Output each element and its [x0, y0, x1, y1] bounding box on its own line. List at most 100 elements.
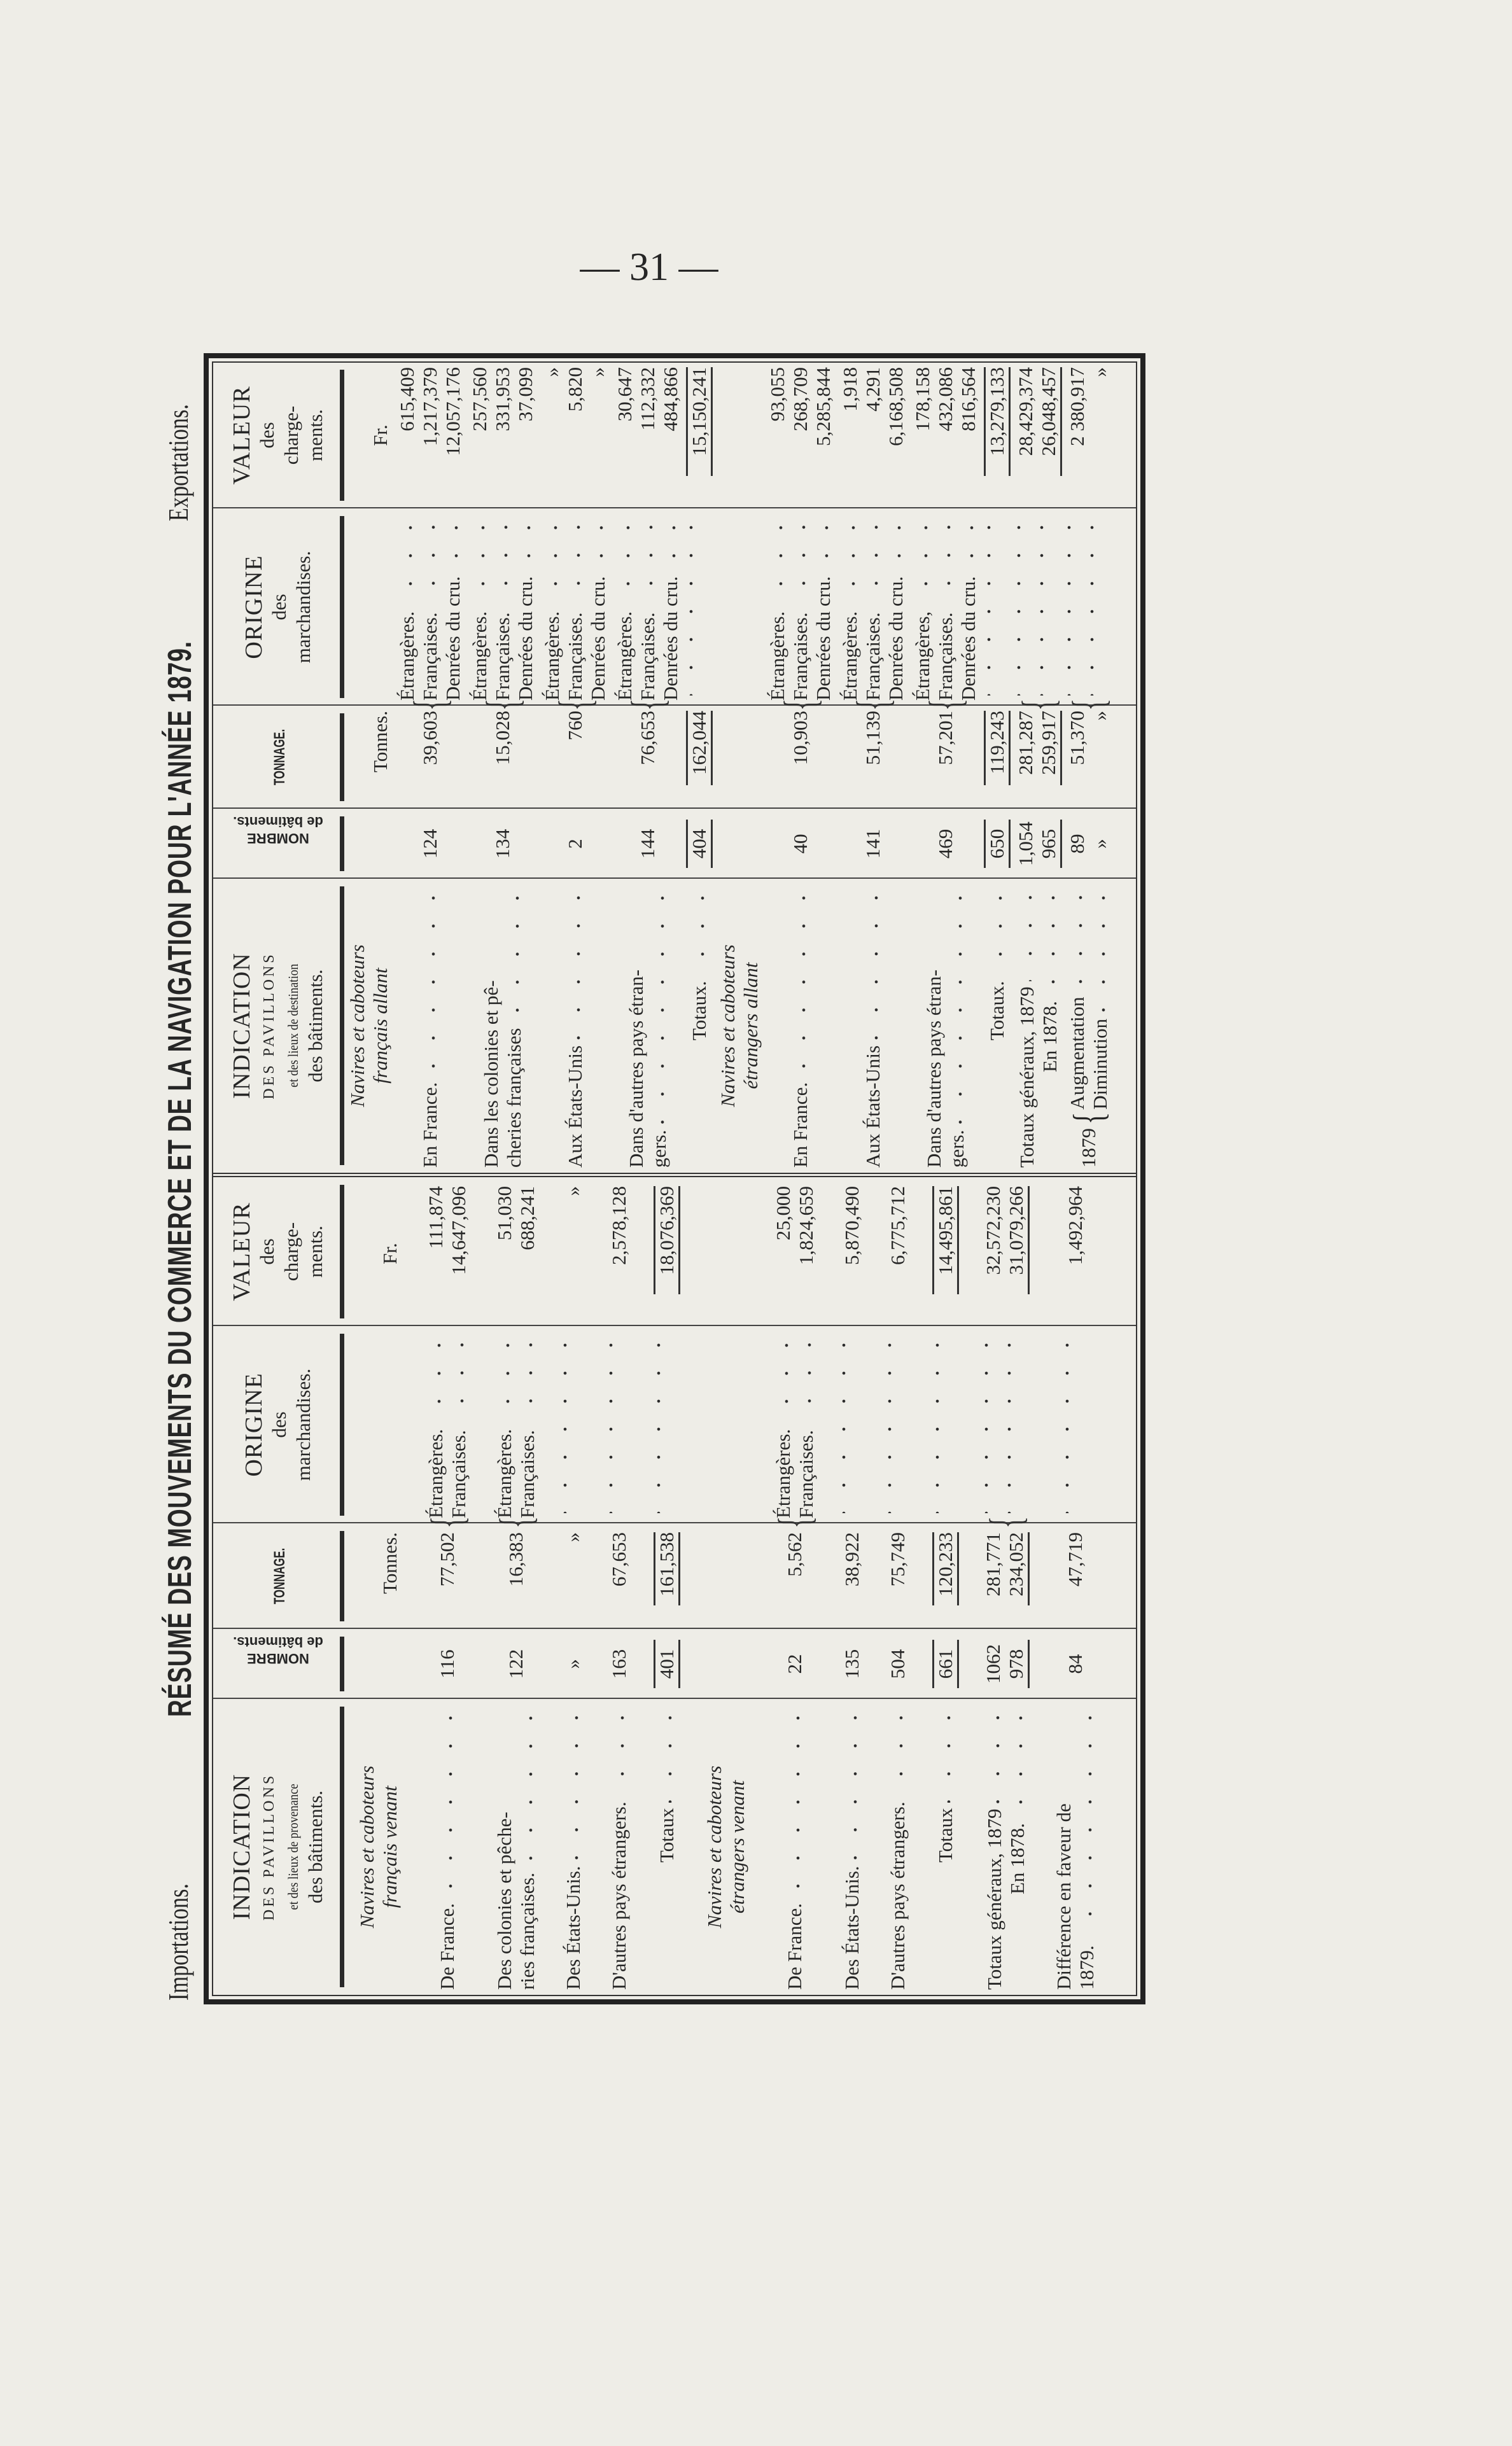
- valeur-cell: 2,578,128: [596, 1177, 642, 1326]
- valeur-cell: 13,279,133: [982, 362, 1012, 508]
- valeur-value: 32,572,230: [982, 1186, 1004, 1275]
- origine-line: Françaises.: [862, 514, 885, 701]
- origine-line: [1038, 514, 1061, 701]
- header-tonnage: TONNAGE.: [213, 1523, 344, 1629]
- origine-text: Étrangères.: [541, 611, 563, 701]
- table-row: Des États-Unis. » » »: [550, 1177, 596, 1995]
- tonnage-cell: 120,233: [921, 1523, 970, 1629]
- origine-text: Françaises.: [789, 612, 811, 701]
- valeur-value: 615,409: [396, 367, 418, 431]
- tonnage-cell: 161,538: [642, 1523, 692, 1629]
- indication-cell: D'autres pays étrangers.: [875, 1699, 921, 1995]
- indication-text: D'autres pays étrangers.: [886, 1801, 909, 1990]
- valeur-value: »: [587, 367, 609, 377]
- page-title: RÉSUMÉ DES MOUVEMENTS DU COMMERCE ET DE …: [161, 353, 199, 2004]
- indication-text: De France.: [783, 1903, 806, 1990]
- indication-cell: Totaux: [921, 1699, 970, 1995]
- nombre-value: 1,054: [1014, 821, 1037, 866]
- tonnage-cell: 281,771 234,052: [970, 1523, 1041, 1629]
- origine-line: Françaises.: [789, 514, 812, 701]
- valeur-value: 257,560: [468, 367, 491, 431]
- origine-line: [1066, 514, 1089, 701]
- header-line-wrap: DES PAVILLONS: [255, 883, 279, 1169]
- table-row: En France. 40 10,903{Étrangères. Françaises…: [764, 362, 837, 1173]
- nombre-value: 124: [419, 828, 441, 859]
- dot-leader: [436, 1331, 442, 1424]
- indication-text: En France.: [789, 1082, 811, 1168]
- origine-cell: {Étrangères, Françaises. Denrées du cru.: [909, 508, 982, 711]
- tonnage-cell: 51,370»: [1064, 706, 1114, 809]
- valeur-value: 6,775,712: [886, 1186, 909, 1265]
- exports-table-body: Navires et caboteurs français allant Tonne…: [344, 362, 1114, 1173]
- indication-text: Navires et caboteurs: [346, 944, 368, 1107]
- valeur-value: 178,158: [911, 367, 934, 431]
- dot-leader: [526, 514, 532, 571]
- dot-leader: [1005, 1331, 1012, 1513]
- indication-line: Diminution: [1089, 884, 1112, 1110]
- origine-text: Étrangères.: [493, 1429, 515, 1518]
- tonnage-value: 16,383: [505, 1532, 527, 1587]
- indication-line: Totaux généraux, 1879: [1016, 884, 1039, 1168]
- indication-text: Totaux généraux, 1879: [983, 1808, 1005, 1990]
- brace-icon: {: [476, 698, 528, 711]
- indication-cell: En France.: [394, 879, 466, 1173]
- origine-line: [986, 514, 1009, 701]
- tonnage-value: 119,243: [986, 711, 1008, 774]
- origine-line: Denrées du cru.: [442, 514, 465, 701]
- dot-leader: [873, 884, 879, 1040]
- table-row: Aux États-Unis 141 51,139{Étrangères. Franç…: [837, 362, 909, 1173]
- dot-leader: [625, 514, 631, 606]
- nombre-cell: 1,054 965: [1012, 809, 1064, 879]
- indication-text: 1879.: [1075, 1945, 1098, 1990]
- totals-row: Totaux 401 161,538 18,076,369: [642, 1177, 692, 1995]
- tonnage-value: 281,771: [982, 1532, 1004, 1597]
- header-line: des: [256, 1238, 278, 1265]
- tonnage-cell: 76,653: [612, 706, 684, 809]
- dot-leader: [667, 1704, 673, 1803]
- origine-line: Françaises.: [636, 514, 659, 701]
- valeur-value: 18,076,369: [655, 1186, 678, 1275]
- dot-leader: [969, 514, 975, 571]
- dot-leader: [795, 1704, 801, 1898]
- ruled-value: 281,287 259,917: [1014, 711, 1062, 785]
- header-line-wrap: INDICATION: [228, 1703, 255, 1991]
- header-line: des: [268, 594, 290, 620]
- valeur-value: 14,647,096: [447, 1186, 470, 1275]
- tonnage-cell: 39,603: [394, 706, 466, 809]
- table-row: De France. 22 5,562 {Étrangères. Françaises.…: [760, 1177, 829, 1995]
- origine-cell: {: [1012, 508, 1064, 711]
- indication-line: Dans d'autres pays étran-: [923, 884, 946, 1168]
- header-nombre-vertical: NOMBRE de bâtiments.: [233, 1633, 323, 1667]
- origine-cell: [875, 1326, 921, 1523]
- nombre-value: 89: [1066, 834, 1088, 854]
- tonnage-value: 51,139: [862, 711, 884, 765]
- header-line-wrap: charge-: [279, 366, 304, 505]
- ruled-value: 13,279,133: [984, 367, 1011, 477]
- header-line-wrap: ORIGINE: [241, 512, 267, 702]
- tonnage-value: 281,287: [1014, 711, 1037, 775]
- origine-line: Étrangères.: [839, 514, 862, 701]
- ruled-value: 14,495,861: [932, 1186, 959, 1294]
- tonnage-value: 15,028: [491, 711, 514, 765]
- tonnage-value: 76,653: [636, 711, 659, 765]
- table-row: Différence en faveur de 1879. 84 47,719 1,49…: [1041, 1177, 1110, 1995]
- origine-cell: {: [1063, 508, 1114, 711]
- nombre-cell: 469: [909, 809, 982, 879]
- indication-line: Aux États-Unis: [862, 884, 885, 1168]
- origine-line: Françaises.: [516, 1331, 539, 1518]
- valeur-value: 30,647: [613, 367, 636, 422]
- indication-line: Totaux: [934, 1704, 957, 1990]
- indication-cell: Navires et caboteurs étrangers venant: [692, 1699, 760, 1995]
- dot-leader: [1017, 1704, 1024, 1819]
- indication-line: En 1878.: [1006, 1704, 1029, 1990]
- valeur-cell: Fr.: [344, 1177, 413, 1326]
- indication-line: En 1878.: [1039, 884, 1061, 1168]
- indication-cell: Totaux généraux, 1879 En 1878.: [1012, 879, 1064, 1173]
- dot-leader: [575, 514, 582, 608]
- header-line-wrap: DES PAVILLONS: [255, 1703, 279, 1991]
- brace-icon: {: [1063, 1112, 1113, 1124]
- origine-line: Denrées du cru.: [957, 514, 980, 701]
- indication-line: Différence en faveur de: [1053, 1704, 1075, 1990]
- indication-line: ries françaises.: [516, 1704, 539, 1990]
- brace-icon: {: [768, 1516, 820, 1528]
